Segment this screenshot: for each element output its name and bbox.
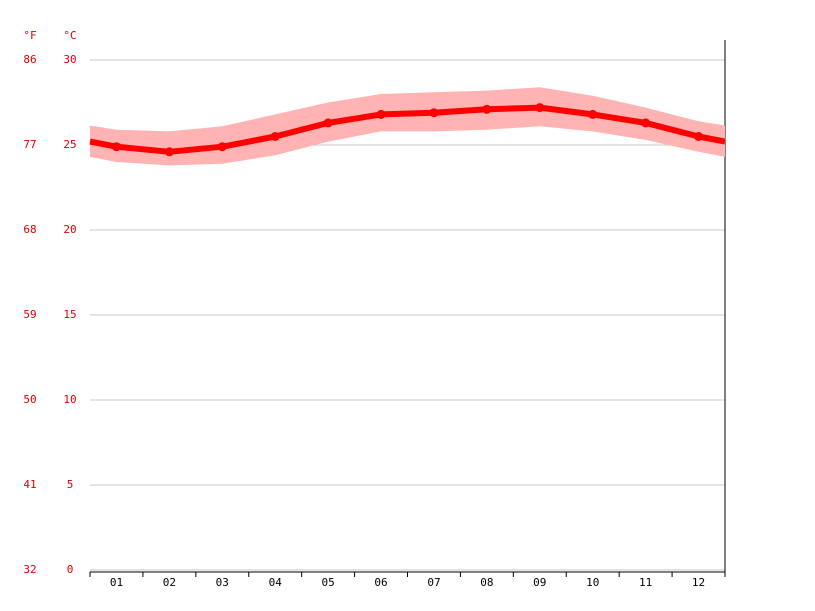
x-tick-label: 07 (427, 576, 440, 589)
x-tick-label: 01 (110, 576, 123, 589)
y2-tick-label: 32 (23, 563, 36, 576)
line (116, 104, 700, 155)
y-tick-label: 0 (67, 563, 74, 576)
point (111, 142, 121, 152)
y-tick-label: 20 (63, 223, 76, 236)
x-tick-label: 04 (269, 576, 283, 589)
x-tick-label: 05 (322, 576, 335, 589)
y2-tick-label: 41 (23, 478, 36, 491)
point (164, 147, 174, 157)
y2-tick-label: 59 (23, 308, 36, 321)
y-tick-label: 5 (67, 478, 74, 491)
x-tick-label: 10 (586, 576, 599, 589)
point (482, 104, 492, 114)
point (429, 108, 439, 118)
y2-tick-label: 77 (23, 138, 36, 151)
point (694, 132, 704, 141)
y-tick-label: 10 (63, 393, 76, 406)
x-tick-label: 03 (216, 576, 229, 589)
x-tick-label: 08 (480, 576, 493, 589)
x-tick-label: 12 (692, 576, 705, 589)
y2-tick-label: 50 (23, 393, 36, 406)
y-axis-unit: °C (63, 29, 76, 42)
x-tick-label: 09 (533, 576, 546, 589)
point (323, 118, 333, 128)
y2-tick-label: 86 (23, 53, 36, 66)
point (217, 142, 227, 152)
point (376, 109, 386, 119)
point (588, 109, 598, 119)
y2-axis-unit: °F (23, 29, 36, 42)
y-tick-label: 25 (63, 138, 76, 151)
y-tick-label: 15 (63, 308, 76, 321)
temperature-range (116, 87, 699, 166)
point (535, 103, 545, 113)
y-tick-label: 30 (63, 53, 76, 66)
x-tick-label: 02 (163, 576, 176, 589)
x-tick-label: 06 (374, 576, 387, 589)
point (641, 118, 651, 128)
point (270, 132, 280, 141)
y2-tick-label: 68 (23, 223, 36, 236)
x-tick-label: 11 (639, 576, 652, 589)
